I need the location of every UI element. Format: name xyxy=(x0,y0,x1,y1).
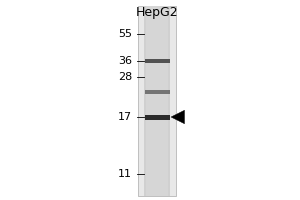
Text: 17: 17 xyxy=(118,112,132,122)
Bar xyxy=(145,90,170,94)
Bar xyxy=(144,6,170,196)
Bar xyxy=(145,59,170,63)
Bar xyxy=(145,114,170,119)
Text: 55: 55 xyxy=(118,29,132,39)
Text: 11: 11 xyxy=(118,169,132,179)
Bar xyxy=(138,6,176,196)
Polygon shape xyxy=(171,110,184,124)
Bar xyxy=(146,6,168,196)
Text: 28: 28 xyxy=(118,72,132,82)
Text: 36: 36 xyxy=(118,56,132,66)
Text: HepG2: HepG2 xyxy=(136,6,179,19)
